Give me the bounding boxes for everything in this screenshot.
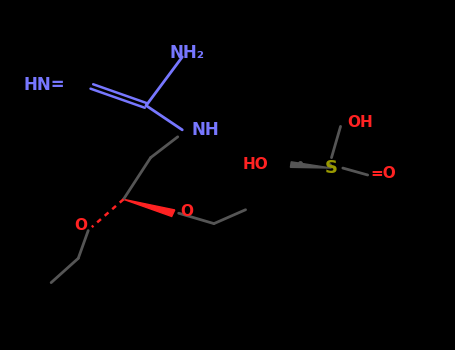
Text: NH₂: NH₂	[169, 44, 204, 62]
Text: O: O	[180, 204, 193, 219]
Text: NH: NH	[191, 121, 219, 139]
Text: OH: OH	[347, 116, 373, 131]
Text: HN=: HN=	[23, 76, 65, 94]
Polygon shape	[290, 162, 332, 168]
Polygon shape	[123, 199, 175, 216]
Text: O: O	[74, 218, 87, 233]
Text: HO: HO	[243, 157, 268, 172]
Text: S: S	[325, 159, 338, 177]
Text: =O: =O	[370, 166, 396, 181]
